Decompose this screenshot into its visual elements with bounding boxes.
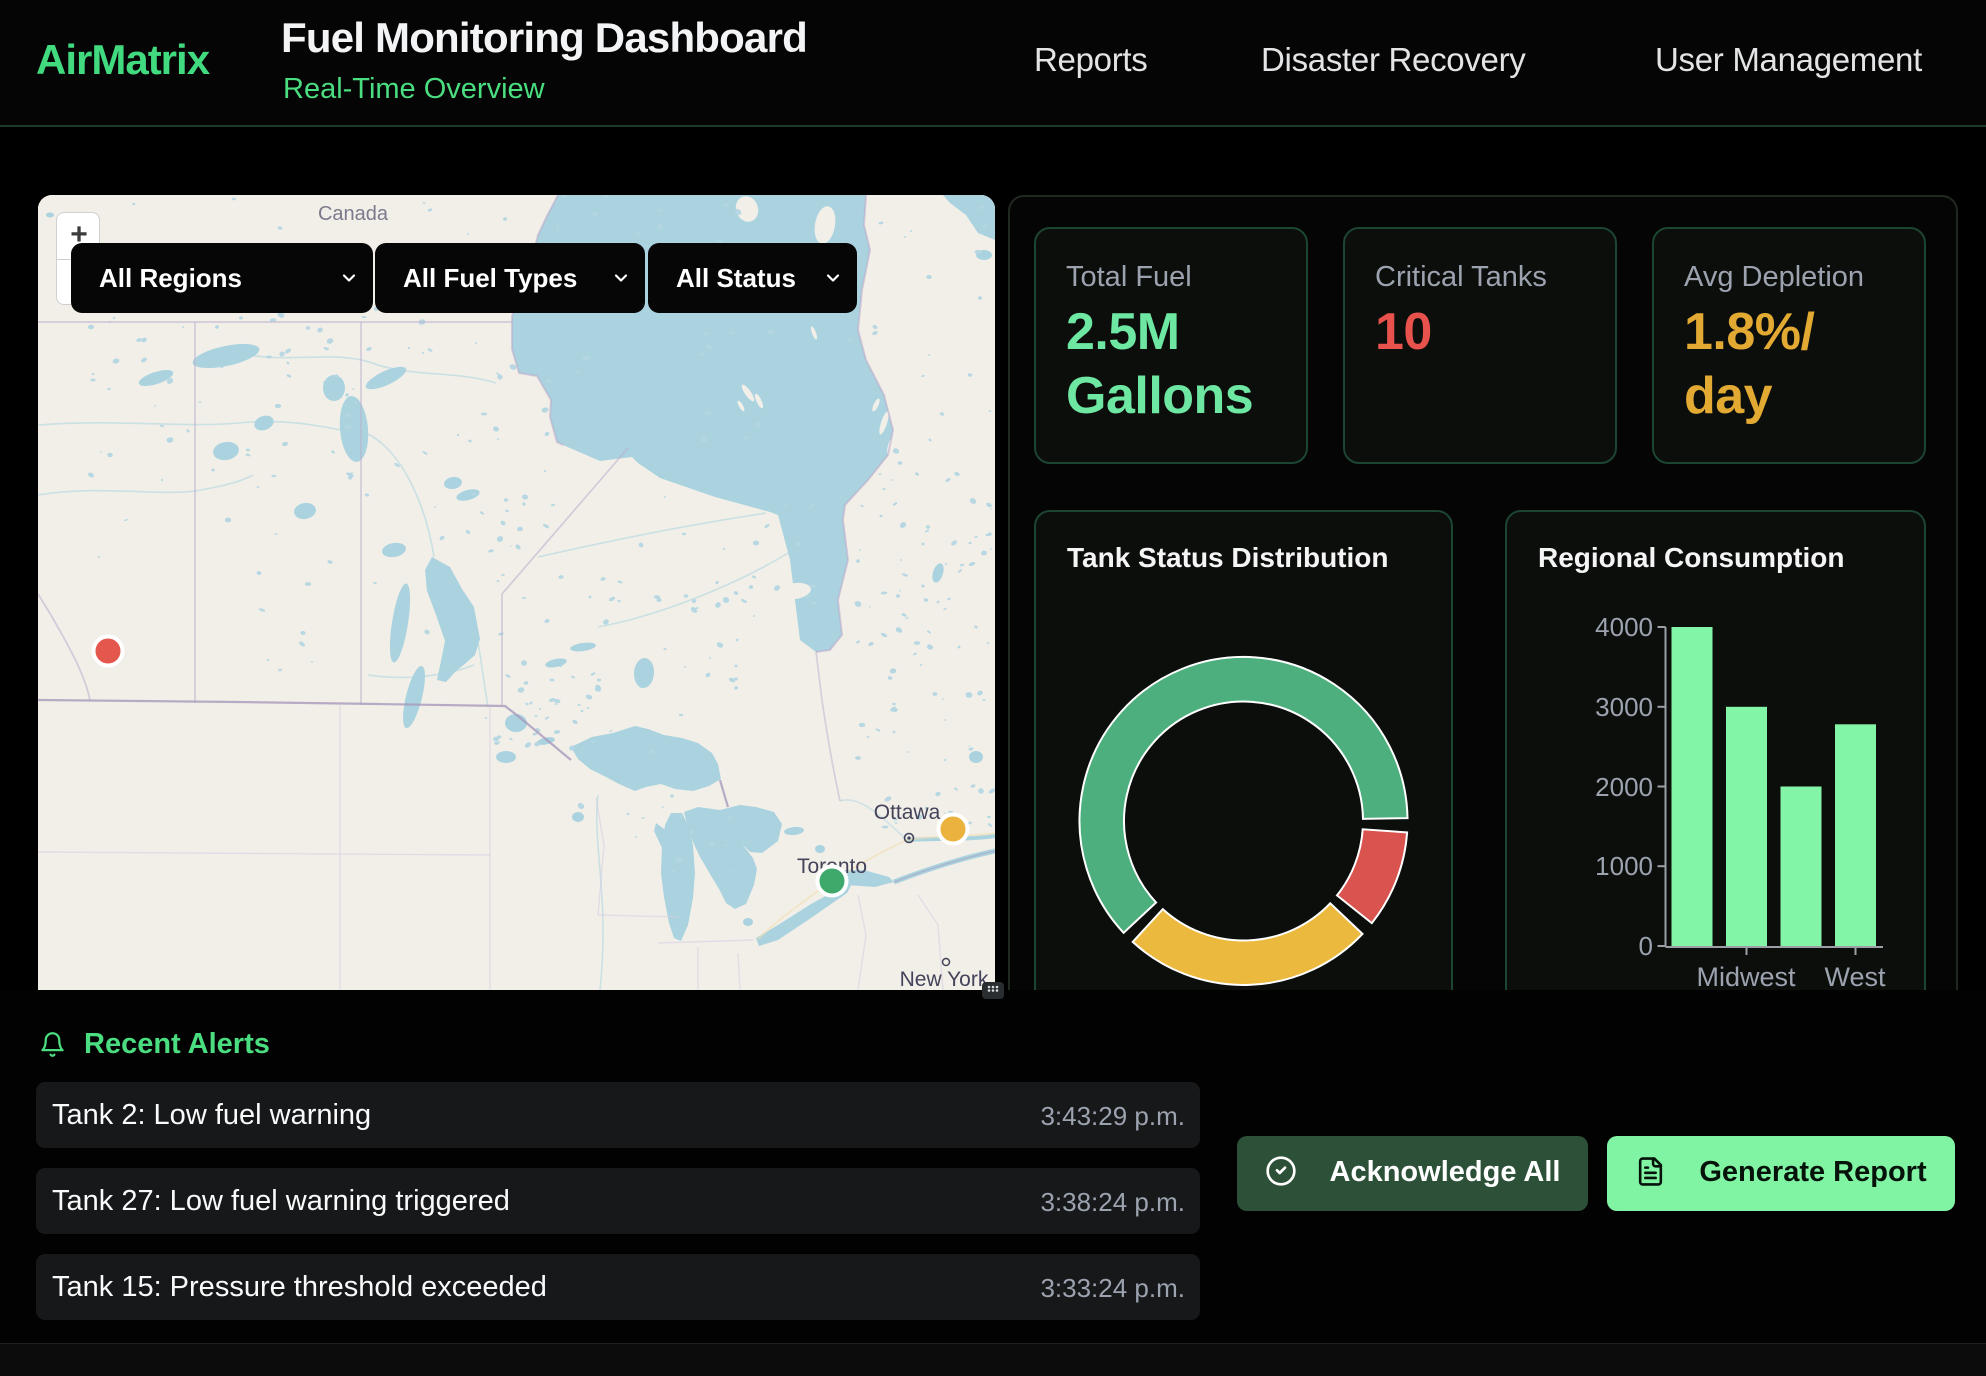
svg-text:Ottawa: Ottawa (874, 801, 941, 824)
svg-text:New York: New York (900, 968, 989, 990)
svg-text:4000: 4000 (1595, 612, 1653, 642)
svg-text:Canada: Canada (318, 203, 389, 225)
svg-text:West: West (1824, 962, 1886, 992)
svg-text:1000: 1000 (1595, 851, 1653, 881)
svg-text:3000: 3000 (1595, 692, 1653, 722)
svg-text:0: 0 (1639, 931, 1653, 961)
svg-text:Midwest: Midwest (1696, 962, 1796, 992)
svg-text:2000: 2000 (1595, 772, 1653, 802)
